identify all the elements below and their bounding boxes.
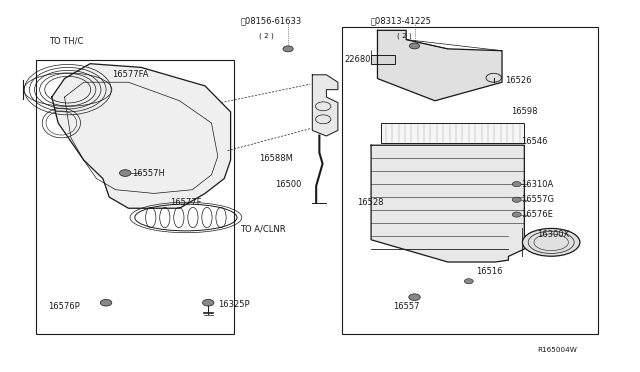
- Circle shape: [100, 299, 112, 306]
- Text: 16300X: 16300X: [537, 230, 570, 239]
- Bar: [342, 27, 598, 334]
- Bar: [371, 55, 396, 64]
- Text: 16576E: 16576E: [521, 210, 553, 219]
- Text: 16557H: 16557H: [132, 169, 164, 177]
- Text: 16325P: 16325P: [218, 300, 250, 309]
- Text: ( 2 ): ( 2 ): [397, 33, 412, 39]
- Polygon shape: [312, 75, 338, 136]
- Text: 16526: 16526: [505, 76, 532, 85]
- Text: ( 2 ): ( 2 ): [259, 33, 274, 39]
- Text: 16598: 16598: [511, 108, 538, 116]
- Circle shape: [283, 46, 293, 52]
- Text: TO TH/C: TO TH/C: [49, 37, 83, 46]
- Polygon shape: [378, 31, 502, 101]
- Text: 16557G: 16557G: [521, 195, 554, 204]
- Text: 16576P: 16576P: [49, 302, 81, 311]
- Circle shape: [410, 43, 420, 49]
- Text: 16528: 16528: [357, 198, 383, 207]
- Polygon shape: [371, 145, 524, 262]
- Text: Ⓢ08313-41225: Ⓢ08313-41225: [371, 17, 432, 26]
- Text: 16310A: 16310A: [521, 180, 554, 189]
- Circle shape: [512, 197, 521, 202]
- Text: 16577F: 16577F: [170, 198, 202, 207]
- Text: 16546: 16546: [521, 137, 548, 146]
- Text: 16500: 16500: [275, 180, 301, 189]
- Bar: [381, 123, 524, 143]
- Polygon shape: [52, 64, 230, 208]
- Text: 16557: 16557: [394, 302, 420, 311]
- Text: TO A/CLNR: TO A/CLNR: [240, 224, 286, 233]
- Text: R165004W: R165004W: [537, 347, 577, 353]
- Circle shape: [202, 299, 214, 306]
- Text: 22680: 22680: [344, 55, 371, 64]
- Ellipse shape: [522, 228, 580, 256]
- Circle shape: [512, 212, 521, 217]
- Text: 16516: 16516: [476, 267, 503, 276]
- Text: 16577FA: 16577FA: [113, 70, 149, 79]
- Circle shape: [512, 182, 521, 187]
- Circle shape: [409, 294, 420, 301]
- Bar: [36, 60, 234, 334]
- Text: 16588M: 16588M: [259, 154, 293, 163]
- Text: Ⓑ08156-61633: Ⓑ08156-61633: [240, 17, 301, 26]
- Circle shape: [465, 279, 473, 284]
- Circle shape: [120, 170, 131, 176]
